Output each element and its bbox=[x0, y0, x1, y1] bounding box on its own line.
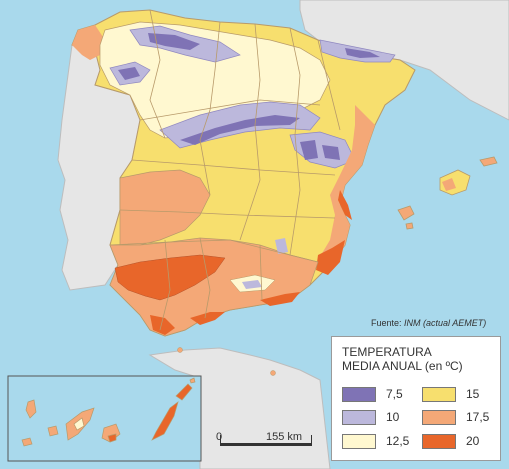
legend-label: 12,5 bbox=[386, 434, 410, 448]
legend-title-line2: MEDIA ANUAL (en ºC) bbox=[342, 359, 463, 373]
ceuta bbox=[177, 347, 183, 353]
cold-zone-central-7-5 bbox=[180, 115, 300, 145]
legend-swatch bbox=[342, 409, 376, 425]
menorca-island bbox=[479, 156, 498, 167]
province-borders bbox=[109, 9, 341, 331]
melilla bbox=[270, 370, 276, 376]
legend-item-7-5: 7,5 bbox=[342, 386, 403, 402]
north-coast-zone bbox=[72, 25, 105, 60]
legend-label: 10 bbox=[386, 410, 400, 424]
mallorca-hot bbox=[442, 178, 456, 191]
islets bbox=[189, 377, 196, 384]
scale-zero-label: 0 bbox=[216, 431, 222, 443]
legend-item-20: 20 bbox=[422, 433, 479, 449]
formentera-island bbox=[405, 222, 414, 230]
ibiza-island bbox=[397, 205, 415, 221]
gran-canaria-hot bbox=[107, 433, 117, 443]
legend-item-12-5: 12,5 bbox=[342, 433, 409, 449]
scale-distance-label: 155 km bbox=[266, 431, 303, 443]
lanzarote bbox=[175, 383, 193, 401]
scale-bar: 0 155 km bbox=[214, 431, 324, 453]
legend-item-10: 10 bbox=[342, 409, 399, 425]
levante-hot-zone bbox=[338, 190, 352, 220]
levante-coast-zone bbox=[318, 105, 375, 265]
cadiz-hot-zone bbox=[150, 315, 175, 335]
extremadura-zone bbox=[119, 169, 211, 246]
legend-label: 20 bbox=[466, 434, 480, 448]
legend-item-15: 15 bbox=[422, 386, 479, 402]
scale-line bbox=[220, 443, 312, 446]
legend-title: TEMPERATURA MEDIA ANUAL (en ºC) bbox=[342, 345, 463, 373]
legend: TEMPERATURA MEDIA ANUAL (en ºC) 7,5 15 1… bbox=[331, 336, 501, 461]
legend-item-17-5: 17,5 bbox=[422, 409, 489, 425]
pyrenees-zone-7-5 bbox=[345, 48, 380, 58]
legend-swatch bbox=[422, 386, 456, 402]
legend-label: 7,5 bbox=[386, 387, 403, 401]
canary-islands bbox=[21, 377, 196, 447]
tenerife-cold bbox=[73, 417, 85, 431]
scale-tick-start bbox=[220, 435, 221, 445]
legend-swatch bbox=[342, 433, 376, 449]
fuerteventura bbox=[151, 401, 179, 441]
cold-zone-iberico-7-5 bbox=[300, 140, 318, 160]
almeria-hot-zone bbox=[260, 292, 300, 306]
source-org: INM (actual AEMET) bbox=[404, 318, 487, 328]
cold-zone-west-7-5 bbox=[118, 67, 140, 80]
legend-label: 17,5 bbox=[466, 410, 490, 424]
la-gomera bbox=[47, 425, 59, 437]
murcia-hot-zone bbox=[316, 240, 345, 275]
la-palma bbox=[25, 399, 37, 419]
legend-title-line1: TEMPERATURA bbox=[342, 345, 432, 359]
legend-swatch bbox=[422, 409, 456, 425]
sierra-nevada-cold-10 bbox=[242, 280, 262, 289]
scale-tick-end bbox=[311, 435, 312, 445]
cold-zone-iberico-7-5b bbox=[322, 145, 340, 160]
legend-swatch bbox=[422, 433, 456, 449]
guadalquivir-hot-zone bbox=[114, 254, 226, 301]
source-note: Fuente: INM (actual AEMET) bbox=[371, 318, 486, 328]
legend-swatch bbox=[342, 386, 376, 402]
legend-label: 15 bbox=[466, 387, 480, 401]
malaga-hot-zone bbox=[190, 312, 225, 325]
sierra-segura-zone bbox=[275, 238, 288, 254]
el-hierro bbox=[21, 437, 33, 447]
cold-zone-north-7-5 bbox=[148, 33, 200, 50]
source-prefix: Fuente: bbox=[371, 318, 405, 328]
